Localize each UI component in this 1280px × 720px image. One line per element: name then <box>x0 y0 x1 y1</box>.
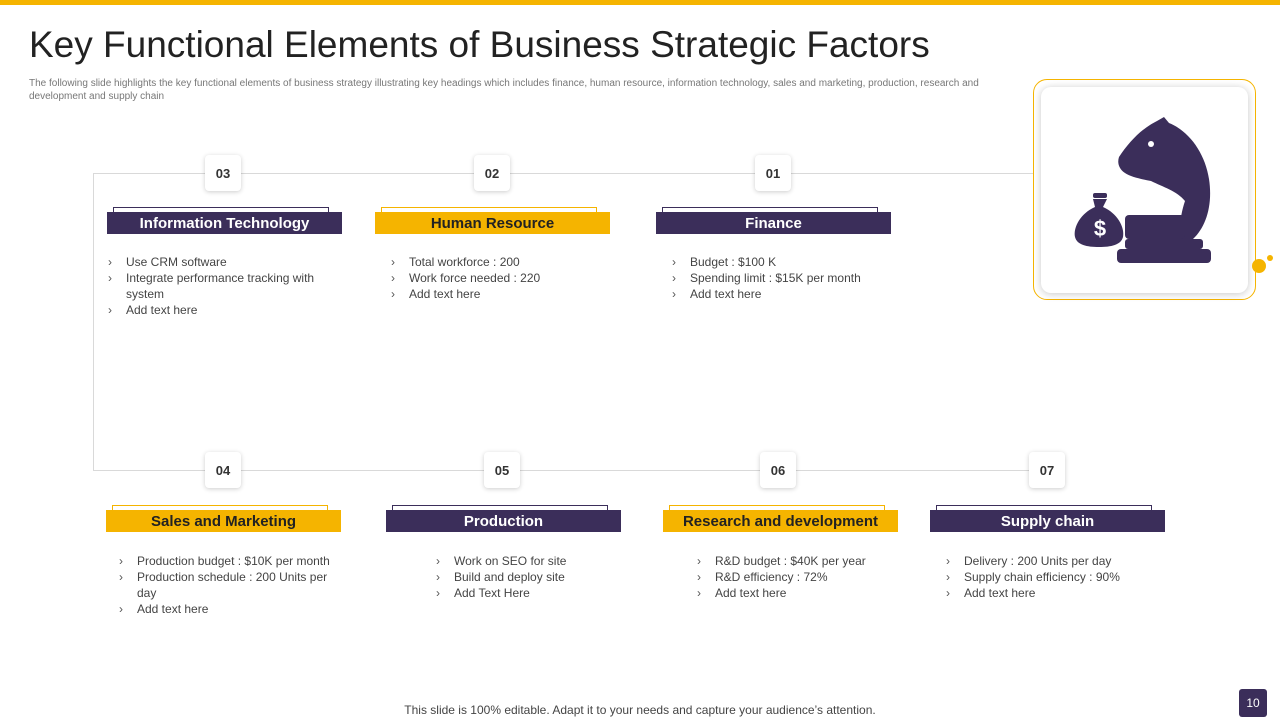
connector-line-top <box>93 173 1034 174</box>
list-item: Total workforce : 200 <box>389 254 609 270</box>
list-item: Add text here <box>944 585 1174 601</box>
heading-supply-chain: Supply chain <box>930 505 1165 533</box>
list-item: Use CRM software <box>106 254 341 270</box>
list-item: Add text here <box>106 302 341 318</box>
heading-label: Finance <box>656 212 891 234</box>
heading-information-technology: Information Technology <box>107 207 342 235</box>
heading-research-and-development: Research and development <box>663 505 898 533</box>
item-list: Production budget : $10K per month Produ… <box>117 553 337 617</box>
svg-text:$: $ <box>1094 216 1106 241</box>
list-item: R&D budget : $40K per year <box>695 553 915 569</box>
step-number: 01 <box>755 155 791 191</box>
item-list: Budget : $100 K Spending limit : $15K pe… <box>670 254 905 302</box>
list-item: Work on SEO for site <box>434 553 634 569</box>
footer-note: This slide is 100% editable. Adapt it to… <box>404 703 876 717</box>
connector-line-bottom <box>93 470 1053 471</box>
heading-production: Production <box>386 505 621 533</box>
step-number: 02 <box>474 155 510 191</box>
list-item: Add text here <box>670 286 905 302</box>
page-number-badge: 10 <box>1239 689 1267 717</box>
heading-label: Information Technology <box>107 212 342 234</box>
top-accent-bar <box>0 0 1280 5</box>
step-number: 05 <box>484 452 520 488</box>
heading-label: Sales and Marketing <box>106 510 341 532</box>
heading-label: Production <box>386 510 621 532</box>
list-item: R&D efficiency : 72% <box>695 569 915 585</box>
accent-dot-small <box>1267 255 1273 261</box>
page-subtitle: The following slide highlights the key f… <box>29 78 979 102</box>
icon-card: $ <box>1041 87 1248 293</box>
icon-frame <box>1033 79 1256 300</box>
list-item: Budget : $100 K <box>670 254 905 270</box>
list-item: Add text here <box>117 601 337 617</box>
list-item: Spending limit : $15K per month <box>670 270 905 286</box>
item-list: Use CRM software Integrate performance t… <box>106 254 341 318</box>
list-item: Build and deploy site <box>434 569 634 585</box>
list-item: Production budget : $10K per month <box>117 553 337 569</box>
list-item: Supply chain efficiency : 90% <box>944 569 1174 585</box>
list-item: Delivery : 200 Units per day <box>944 553 1174 569</box>
list-item: Integrate performance tracking with syst… <box>106 270 341 302</box>
page-title: Key Functional Elements of Business Stra… <box>29 24 930 65</box>
step-number: 06 <box>760 452 796 488</box>
list-item: Add Text Here <box>434 585 634 601</box>
heading-label: Research and development <box>663 510 898 532</box>
heading-finance: Finance <box>656 207 891 235</box>
item-list: R&D budget : $40K per year R&D efficienc… <box>695 553 915 601</box>
heading-label: Supply chain <box>930 510 1165 532</box>
item-list: Total workforce : 200 Work force needed … <box>389 254 609 302</box>
list-item: Production schedule : 200 Units per day <box>117 569 337 601</box>
heading-label: Human Resource <box>375 212 610 234</box>
item-list: Delivery : 200 Units per day Supply chai… <box>944 553 1174 601</box>
accent-dot <box>1252 259 1266 273</box>
step-number: 07 <box>1029 452 1065 488</box>
heading-human-resource: Human Resource <box>375 207 610 235</box>
connector-line-left <box>93 173 94 471</box>
item-list: Work on SEO for site Build and deploy si… <box>434 553 634 601</box>
step-number: 03 <box>205 155 241 191</box>
list-item: Add text here <box>695 585 915 601</box>
heading-sales-and-marketing: Sales and Marketing <box>106 505 341 533</box>
step-number: 04 <box>205 452 241 488</box>
list-item: Work force needed : 220 <box>389 270 609 286</box>
chess-knight-with-money-bag-icon: $ <box>1074 117 1211 263</box>
list-item: Add text here <box>389 286 609 302</box>
